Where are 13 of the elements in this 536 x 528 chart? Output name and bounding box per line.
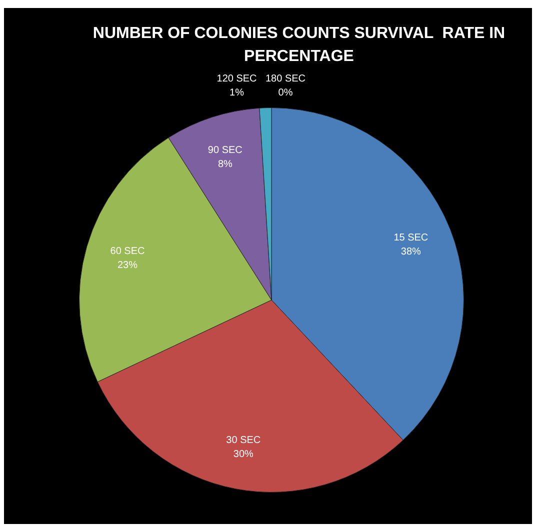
slice-label: 90 SEC [208,145,242,156]
data-label: 1% [230,88,244,99]
category-label: 180 SEC [265,74,306,84]
slice-label: 120 SEC [216,74,257,85]
data-label: 30% [233,449,254,460]
data-label: 8% [218,159,232,170]
data-label: 38% [400,246,422,258]
chart-title: NUMBER OF COLONIES COUNTS SURVIVAL RATE IN PERCENTAGE [92,24,506,67]
data-label: 23% [117,260,138,271]
slice-label: 15 SEC [394,232,428,244]
slice-label: 30 SEC [226,435,261,446]
slice-label: 60 SEC [110,246,145,257]
text: 0% [278,88,293,98]
